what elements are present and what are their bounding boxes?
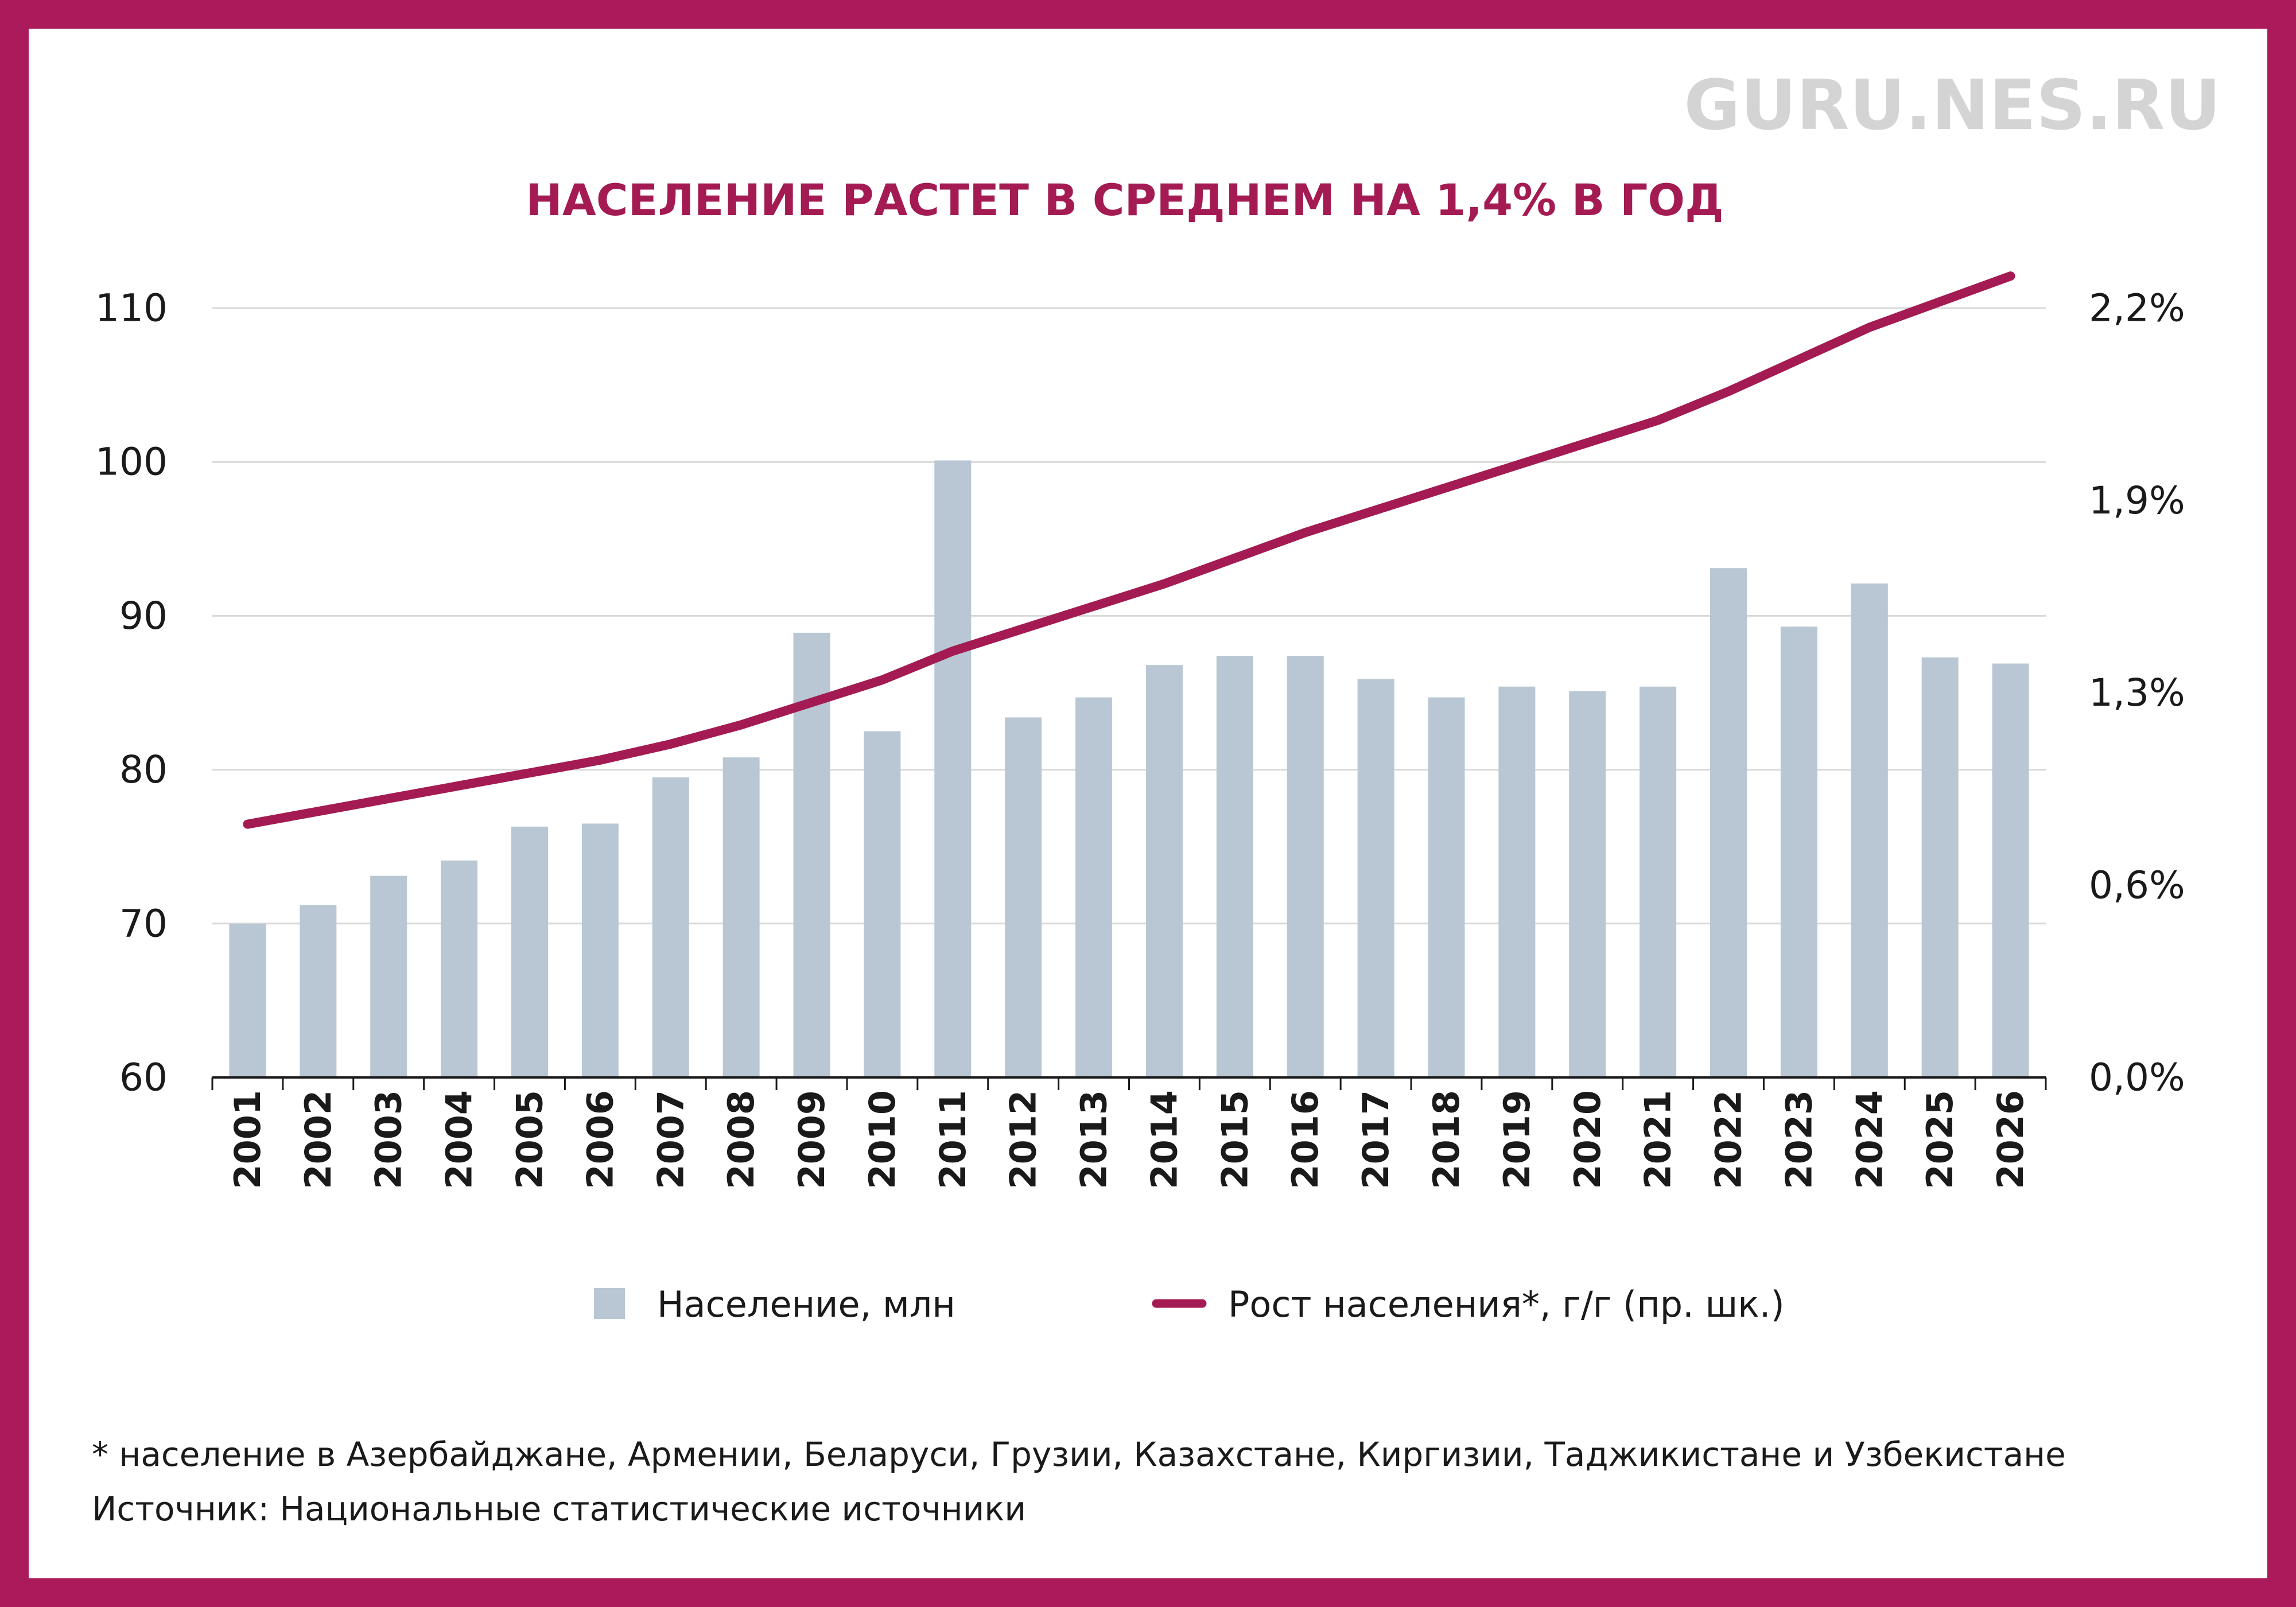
bar-2013 [1075, 697, 1113, 1077]
bar-2025 [1921, 657, 1959, 1077]
bar-2026 [1992, 663, 2029, 1077]
x-tick-label: 2009 [791, 1090, 833, 1189]
x-tick-label: 2018 [1425, 1090, 1467, 1189]
x-tick-label: 2007 [650, 1090, 691, 1189]
x-tick-label: 2020 [1567, 1090, 1609, 1189]
x-tick-label: 2016 [1284, 1090, 1326, 1189]
y-left-tick-label: 60 [119, 1056, 168, 1100]
source-note: Источник: Национальные статистические ис… [92, 1489, 1026, 1528]
y-right-tick-label: 1,3% [2089, 671, 2185, 715]
x-tick-label: 2017 [1355, 1090, 1397, 1189]
x-tick-label: 2023 [1778, 1090, 1820, 1189]
x-tick-label: 2012 [1003, 1090, 1044, 1189]
grid-lines [212, 307, 2046, 1079]
legend-bar-swatch [594, 1288, 625, 1319]
y-right-tick-label: 0,6% [2089, 863, 2185, 907]
x-tick-label: 2001 [227, 1090, 269, 1189]
bar-2008 [722, 757, 760, 1077]
bar-2006 [581, 823, 619, 1077]
x-tick-label: 2011 [932, 1090, 974, 1189]
bar-2020 [1569, 691, 1606, 1077]
x-tick-label: 2025 [1919, 1090, 1961, 1189]
x-tick-label: 2004 [438, 1090, 480, 1189]
x-tick-label: 2014 [1143, 1090, 1185, 1189]
y-right-tick-label: 0,0% [2089, 1056, 2185, 1100]
bar-2001 [229, 923, 266, 1077]
bar-2011 [934, 460, 972, 1077]
x-tick-label: 2006 [579, 1090, 621, 1189]
bar-2012 [1005, 717, 1042, 1077]
x-tick-label: 2022 [1708, 1090, 1750, 1189]
x-tick-label: 2010 [861, 1090, 903, 1189]
growth-line [243, 271, 2015, 829]
x-tick-label: 2024 [1848, 1090, 1890, 1189]
x-tick-label: 2003 [368, 1090, 410, 1189]
bar-2002 [300, 905, 337, 1077]
x-tick-label: 2019 [1496, 1090, 1538, 1189]
bar-2018 [1428, 697, 1465, 1077]
bar-2004 [441, 860, 478, 1077]
bar-2015 [1216, 656, 1253, 1077]
bar-2024 [1851, 583, 1888, 1077]
x-tick-label: 2015 [1214, 1090, 1256, 1189]
y-left-tick-label: 90 [119, 594, 168, 638]
bar-2022 [1710, 568, 1747, 1077]
watermark: GURU.NES.RU [1684, 66, 2221, 146]
footnote: * население в Азербайджане, Армении, Бел… [92, 1435, 2066, 1474]
bar-2007 [652, 777, 689, 1077]
x-tick-label: 2008 [720, 1090, 762, 1189]
bar-2017 [1357, 679, 1394, 1077]
bar-2014 [1145, 665, 1183, 1077]
bar-2016 [1287, 656, 1324, 1077]
x-tick-label: 2013 [1073, 1090, 1115, 1189]
bar-2019 [1498, 686, 1536, 1077]
x-tick-label: 2002 [297, 1090, 339, 1189]
y-left-tick-label: 100 [95, 440, 168, 484]
bar-2003 [370, 876, 407, 1077]
y-axis-right: 0,0% 0,6% 1,3% 1,9% 2,2% [2089, 286, 2185, 1100]
y-left-tick-label: 70 [119, 901, 168, 945]
x-axis: 2001 2002 2003 2004 2005 2006 2007 2008 2009 2010… [211, 1076, 2047, 1189]
legend: Население, млн Рост населения*, г/г (пр.… [594, 1283, 1785, 1325]
y-right-tick-label: 2,2% [2089, 286, 2185, 330]
y-right-tick-label: 1,9% [2089, 478, 2185, 523]
bar-2010 [864, 731, 901, 1077]
y-left-tick-label: 110 [95, 286, 168, 330]
legend-population-label: Население, млн [657, 1283, 955, 1325]
y-axis-left: 60 70 80 90 100 110 [95, 286, 168, 1100]
chart-title: НАСЕЛЕНИЕ РАСТЕТ В СРЕДНЕМ НА 1,4% В ГОД [526, 174, 1723, 225]
y-left-tick-label: 80 [119, 748, 168, 792]
bar-2023 [1780, 627, 1817, 1077]
line-series [243, 271, 2015, 829]
bar-series [229, 460, 2029, 1077]
x-tick-label: 2005 [508, 1090, 550, 1189]
bar-2021 [1640, 686, 1677, 1077]
x-tick-label: 2026 [1990, 1090, 2031, 1189]
bar-2005 [511, 826, 548, 1077]
legend-growth-label: Рост населения*, г/г (пр. шк.) [1228, 1283, 1785, 1325]
x-tick-label: 2021 [1637, 1090, 1679, 1189]
